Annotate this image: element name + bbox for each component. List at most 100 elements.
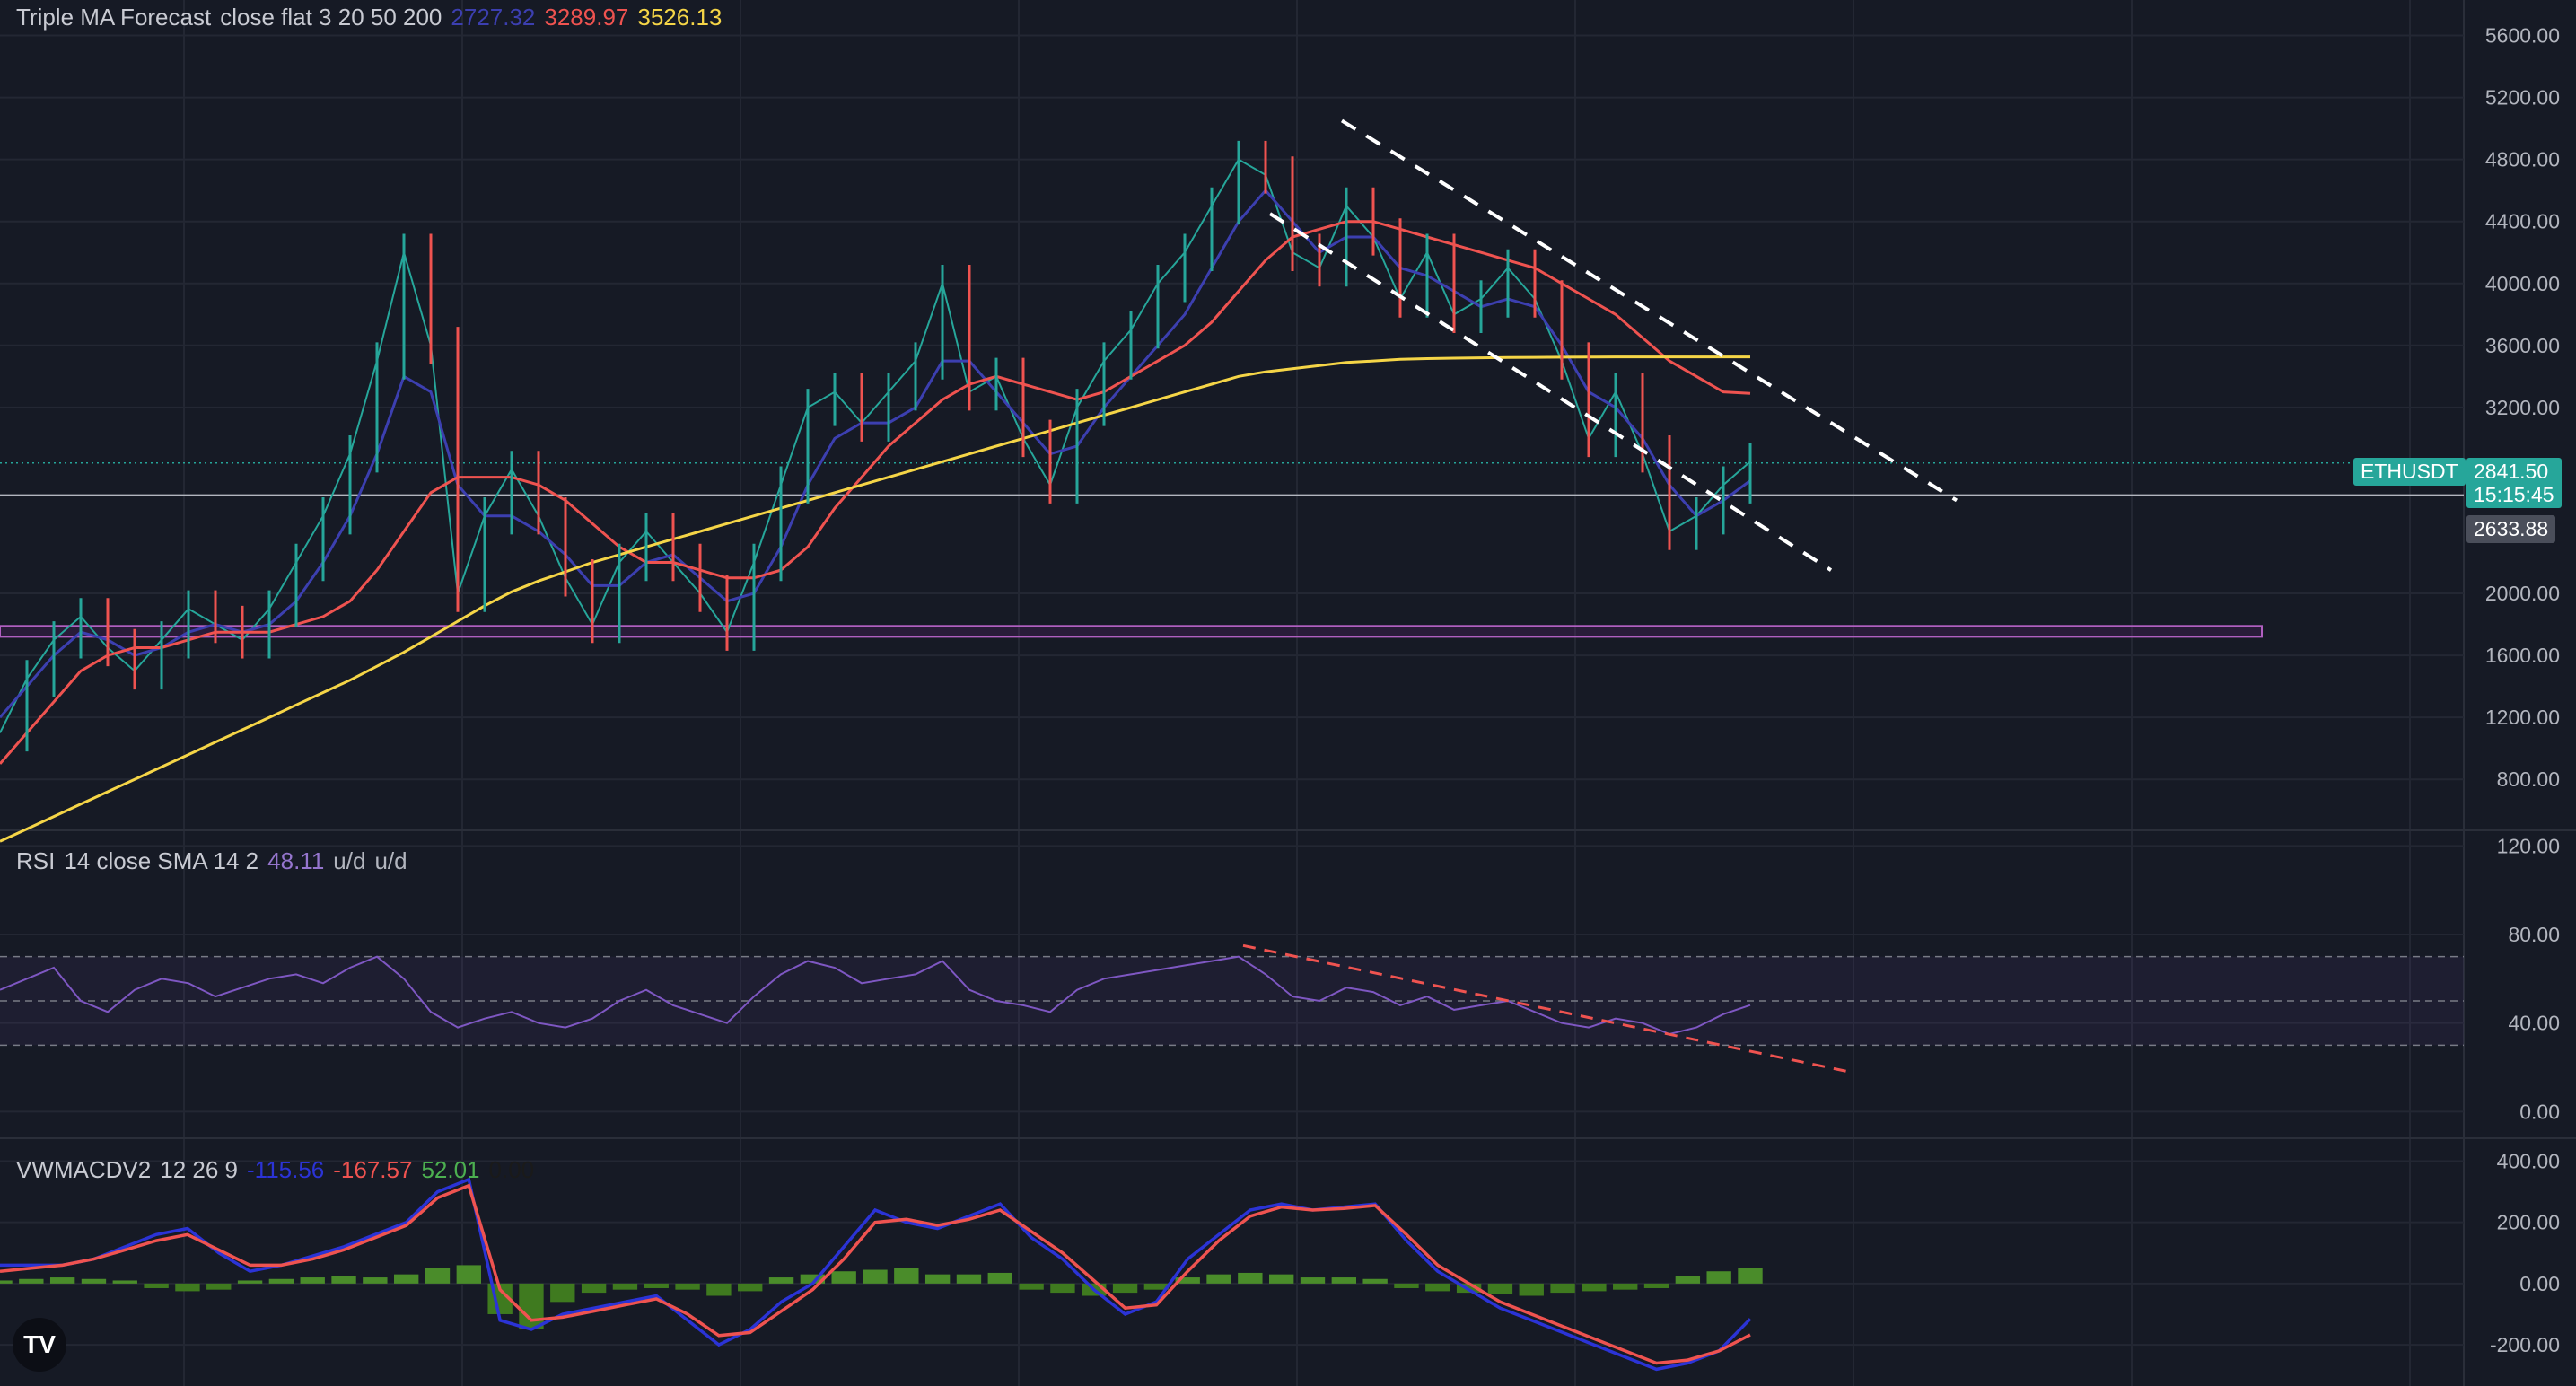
macd-histogram-bar xyxy=(831,1271,856,1284)
ma200-value: 3526.13 xyxy=(637,4,723,31)
macd-histogram-bar xyxy=(300,1277,325,1284)
macd-histogram-bar xyxy=(331,1276,356,1284)
macd-histogram-bar xyxy=(175,1283,200,1292)
macd-histogram-bar xyxy=(1487,1283,1513,1294)
macd-histogram-bar xyxy=(1394,1283,1419,1288)
macd-histogram-bar xyxy=(1550,1283,1575,1294)
bar-countdown: 15:15:45 xyxy=(2474,483,2554,506)
macd-histogram-bar xyxy=(1175,1277,1200,1284)
tradingview-logo-icon[interactable]: TV xyxy=(13,1318,66,1372)
y-tick-label: 2000.00 xyxy=(2485,582,2560,605)
macd-histogram-bar xyxy=(987,1272,1012,1284)
macd-histogram-bar xyxy=(581,1283,607,1294)
y-tick-label: -200.00 xyxy=(2490,1333,2560,1356)
series-line-ma-50 xyxy=(0,220,1751,765)
series-line-ma-20 xyxy=(0,188,1751,719)
symbol-tag: ETHUSDT xyxy=(2353,458,2466,486)
macd-histogram-bar xyxy=(1331,1277,1357,1284)
macd-histogram-bar xyxy=(237,1280,263,1284)
macd-histogram-bar xyxy=(675,1283,700,1290)
macd-histogram-bar xyxy=(1362,1278,1388,1284)
y-tick-label: 1600.00 xyxy=(2485,644,2560,667)
y-tick-label: 4800.00 xyxy=(2485,148,2560,171)
macd-histogram-bar xyxy=(738,1283,763,1292)
y-tick-label: 1200.00 xyxy=(2485,706,2560,729)
macd-histogram-bar xyxy=(1268,1274,1294,1284)
macd-histogram-bar xyxy=(1582,1283,1607,1292)
macd-histogram-bar xyxy=(894,1268,919,1284)
macd-histogram-bar xyxy=(612,1283,638,1290)
y-tick-label: 80.00 xyxy=(2508,923,2560,946)
y-tick-label: 5200.00 xyxy=(2485,86,2560,110)
macd-histogram-bar xyxy=(1206,1274,1231,1284)
y-tick-label: 40.00 xyxy=(2508,1012,2560,1035)
macd-histogram-bar xyxy=(49,1277,75,1284)
y-tick-label: 4000.00 xyxy=(2485,272,2560,295)
macd-histogram-bar xyxy=(0,1280,13,1284)
last-price-tag: 2841.50 15:15:45 xyxy=(2466,458,2562,508)
indicator-params: close flat 3 20 50 200 xyxy=(220,4,442,31)
series-line-price xyxy=(0,158,1751,733)
macd-histogram-bar xyxy=(1519,1283,1544,1296)
macd-histogram-bar xyxy=(1050,1283,1075,1294)
y-tick-label: 120.00 xyxy=(2497,834,2560,857)
rsi-line xyxy=(0,955,1751,1036)
logo-text: TV xyxy=(23,1330,56,1358)
macd-histogram-bar xyxy=(456,1265,482,1284)
ma20-value: 2727.32 xyxy=(451,4,536,31)
rsi-ud-1: u/d xyxy=(333,847,366,874)
macd-histogram-bar xyxy=(144,1283,169,1288)
y-tick-label: 0.00 xyxy=(2519,1100,2560,1123)
price-pane[interactable] xyxy=(0,118,2464,843)
macd-histogram-bar xyxy=(1738,1268,1763,1284)
macd-histogram-bar xyxy=(768,1277,794,1284)
y-tick-label: 4400.00 xyxy=(2485,210,2560,233)
macd-histogram-bar xyxy=(1425,1283,1450,1292)
macd-histogram-bar xyxy=(1300,1277,1326,1284)
macd-histogram-bar xyxy=(393,1274,419,1284)
channel-lower-line xyxy=(1268,212,1833,572)
indicator-title[interactable]: Triple MA Forecast xyxy=(16,4,212,31)
rsi-params: 14 close SMA 14 2 xyxy=(64,847,259,874)
main-legend: Triple MA Forecast close flat 3 20 50 20… xyxy=(16,4,722,31)
macd-pane[interactable] xyxy=(0,1177,1763,1372)
price-axis[interactable]: 5600.00 5200.00 4800.00 4400.00 4000.00 3600.… xyxy=(2485,24,2560,1357)
macd-histogram-bar xyxy=(1238,1272,1263,1284)
macd-histogram-bar xyxy=(706,1283,732,1296)
y-tick-label: 0.00 xyxy=(2519,1272,2560,1295)
y-tick-label: 3200.00 xyxy=(2485,396,2560,419)
zero-value: 0.00 xyxy=(488,1156,535,1183)
macd-histogram-bar xyxy=(863,1269,888,1284)
macd-histogram-bar xyxy=(1643,1283,1669,1288)
macd-histogram-bar xyxy=(1019,1283,1044,1290)
macd-histogram-bar xyxy=(1675,1276,1701,1284)
macd-title[interactable]: VWMACDV2 xyxy=(16,1156,152,1183)
rsi-legend: RSI 14 close SMA 14 2 48.11 u/d u/d xyxy=(16,847,407,875)
rsi-pane[interactable] xyxy=(0,943,2464,1074)
ma50-value: 3289.97 xyxy=(544,4,629,31)
macd-histogram-bar xyxy=(519,1283,544,1330)
rsi-title[interactable]: RSI xyxy=(16,847,56,874)
support-zone xyxy=(0,625,2263,638)
macd-histogram-bar xyxy=(1706,1271,1731,1284)
y-tick-label: 400.00 xyxy=(2497,1149,2560,1172)
macd-histogram-bar xyxy=(81,1278,107,1284)
macd-histogram-bar xyxy=(112,1280,137,1284)
rsi-ud-2: u/d xyxy=(374,847,407,874)
macd-histogram-bar xyxy=(363,1277,388,1284)
horizontal-line-price-tag: 2633.88 xyxy=(2466,515,2556,543)
macd-histogram-bar xyxy=(1112,1283,1138,1294)
macd-params: 12 26 9 xyxy=(160,1156,238,1183)
macd-histogram-bar xyxy=(924,1274,951,1284)
macd-histogram-bar xyxy=(550,1283,575,1303)
rsi-trend-line xyxy=(1242,943,1850,1074)
macd-histogram-bar xyxy=(206,1283,232,1290)
series-line-ma-200 xyxy=(0,355,1750,843)
macd-line-signal xyxy=(0,1183,1751,1365)
signal-value: -167.57 xyxy=(333,1156,413,1183)
y-tick-label: 5600.00 xyxy=(2485,24,2560,48)
histogram-value: 52.01 xyxy=(421,1156,480,1183)
macd-histogram-bar xyxy=(800,1274,826,1284)
